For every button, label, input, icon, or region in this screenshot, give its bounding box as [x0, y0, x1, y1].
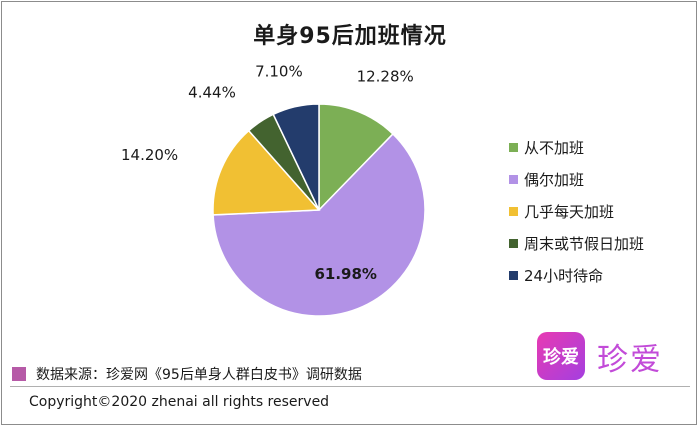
- legend: 从不加班 偶尔加班 几乎每天加班 周末或节假日加班 24小时待命: [509, 135, 644, 295]
- legend-item: 几乎每天加班: [509, 199, 644, 224]
- data-source: 数据来源：珍爱网《95后单身人群白皮书》调研数据: [12, 364, 362, 384]
- legend-swatch: [509, 175, 518, 184]
- legend-label: 周末或节假日加班: [524, 235, 645, 253]
- logo-text: 珍爱: [597, 341, 663, 378]
- legend-label: 几乎每天加班: [524, 203, 615, 221]
- legend-item: 偶尔加班: [509, 167, 644, 192]
- legend-item: 从不加班: [509, 135, 644, 160]
- legend-item: 24小时待命: [509, 263, 644, 288]
- pie-slice: [212, 129, 321, 216]
- slice-label: 14.20%: [121, 146, 178, 164]
- slice-label: 4.44%: [188, 84, 236, 102]
- copyright-text: Copyright©2020 zhenai all rights reserve…: [29, 394, 330, 410]
- pie-slice: [318, 103, 394, 212]
- slice-label: 12.28%: [357, 68, 414, 86]
- pie-slice: [272, 103, 320, 211]
- pie-slice: [212, 132, 426, 317]
- legend-swatch: [509, 207, 518, 216]
- legend-swatch: [509, 143, 518, 152]
- legend-item: 周末或节假日加班: [509, 231, 644, 256]
- legend-label: 从不加班: [524, 139, 585, 157]
- slice-label: 7.10%: [255, 62, 303, 80]
- zhenai-logo: 珍爱 珍爱: [537, 332, 663, 380]
- chart-title: 单身95后加班情况: [253, 24, 447, 49]
- logo-mark: 珍爱: [537, 332, 585, 380]
- source-marker: [12, 367, 26, 381]
- source-text: 数据来源：珍爱网《95后单身人群白皮书》调研数据: [36, 367, 362, 383]
- legend-swatch: [509, 239, 518, 248]
- divider: [10, 386, 690, 387]
- legend-label: 偶尔加班: [524, 171, 585, 189]
- legend-swatch: [509, 271, 518, 280]
- slice-label: 61.98%: [314, 265, 376, 283]
- legend-label: 24小时待命: [524, 267, 604, 285]
